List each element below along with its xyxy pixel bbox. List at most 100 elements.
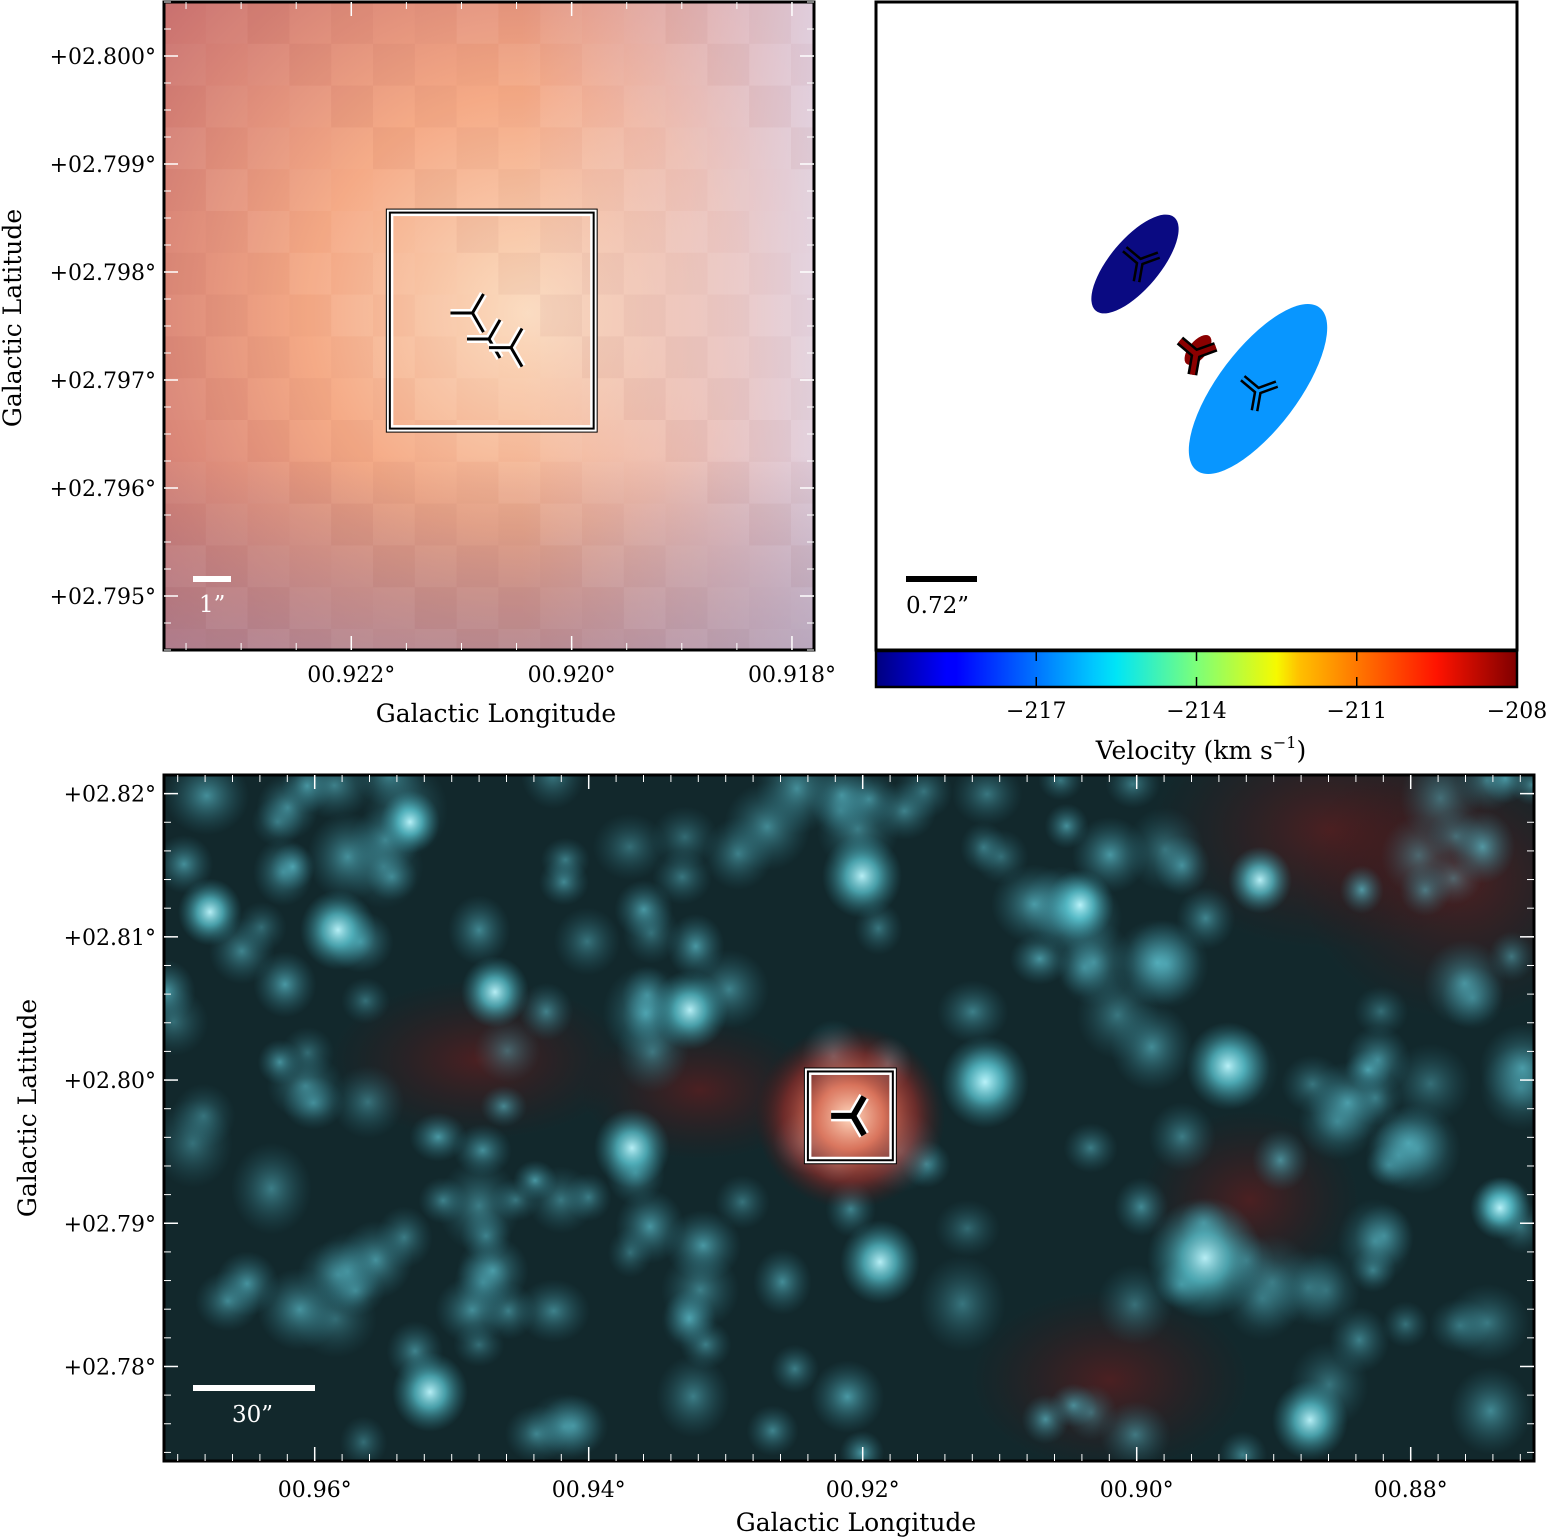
tri-marker-arm [1123,247,1141,264]
pixel-cell [331,127,373,169]
pixel-cell [415,504,457,546]
tri-marker-arm [1178,338,1198,356]
faint-star [1353,985,1409,1037]
pixel-cell [289,587,331,629]
tri-marker-arm [489,346,512,350]
pixel-cell [666,86,708,128]
pixel-cell [248,378,290,420]
pixel-cell [582,462,624,504]
pixel-cell [540,503,582,546]
pixel-cell [582,169,624,211]
faint-star [270,842,316,891]
bottom-frame [162,773,1536,1463]
pixel-cell [665,211,708,253]
pixel-cell [248,295,290,337]
pixel-cell [624,127,666,169]
pixel-cell [707,169,749,211]
bottom-region-box [803,1067,897,1165]
pixel-cell [498,127,540,169]
faint-star [839,1430,885,1461]
pixel-cell [206,253,248,295]
pixel-cell [248,462,290,504]
pixel-cell [373,504,415,546]
faint-star [951,775,1023,826]
tri-marker-arm [1195,344,1217,357]
pixel-cell [457,587,499,629]
faint-star [651,806,719,868]
tri-marker-arm [1189,353,1199,376]
pixel-cell [582,253,624,295]
pixel-cell [540,378,582,420]
pixel-cell [707,378,749,420]
bright-star [941,1035,1029,1129]
pixel-cell [624,44,666,86]
pixel-cell [666,587,708,629]
pixel-cell [289,43,332,86]
pixel-cell [331,378,373,420]
pixel-cell [791,2,833,44]
pixel-cell [749,294,791,337]
pixel-cell [164,253,206,295]
pixel-cell [749,336,791,378]
pixel-cell [623,378,666,420]
pixel-cell [582,211,624,253]
pixel-cell [457,462,499,504]
x-tick-label: 00.96° [278,1478,352,1503]
faint-star [456,1235,529,1306]
pixel-cell [666,378,708,420]
pixel-cell [498,43,541,86]
colorbar-label: Velocity (km s−1) [1095,733,1306,765]
pixel-cell [164,295,206,337]
pixel-cell [623,587,666,629]
pixel-cell [624,295,666,337]
colorbar-ticks: −217 −214 −211 −208 [1006,651,1547,724]
bright-star [1046,869,1114,941]
pixel-cell [791,504,833,546]
pixel-cell [415,462,457,504]
pixel-cell [373,2,415,44]
pixel-cell [582,86,624,128]
pixel-cell [164,127,206,170]
faint-star [339,1415,388,1461]
pixel-cell [666,462,708,504]
pixel-cell [540,211,582,253]
faint-star [1339,865,1384,915]
pixel-cell [498,2,540,44]
faint-star [257,1268,343,1351]
pixel-cell [373,169,415,211]
bright-star [594,1108,670,1188]
x-tick-label: 00.94° [552,1478,626,1503]
faint-star [490,1178,541,1222]
tri-marker-arm [1257,382,1278,393]
pixel-cell [582,2,624,44]
pixel-cell [373,127,415,170]
top-left-image-panel: 00.922° 00.920° 00.918° +02.800° +02.799° +02… [0,0,836,728]
pixel-cell [582,336,624,379]
faint-star [1423,939,1506,1027]
colorbar-label-sup: −1 [1273,733,1297,752]
x-tick-label: 00.922° [307,663,395,688]
faint-star [1449,1366,1532,1455]
x-tick-label: 00.92° [826,1478,900,1503]
x-tick-label: 00.90° [1100,1478,1174,1503]
pixel-cell [540,44,582,86]
pixel-cell [456,629,499,650]
tri-marker [1176,336,1218,376]
pixel-cell [415,211,457,253]
pixel-cell [373,545,415,588]
pixel-cell [373,378,415,420]
pixel-cell [582,44,624,86]
pixel-cell [373,211,415,253]
pixel-cell [373,44,415,86]
pixel-cell [791,378,833,420]
bottom-image-panel: 00.96° 00.94° 00.92° 00.90° 00.88° +02.82° +02… [13,773,1536,1537]
colorbar-tick-label: −211 [1327,699,1387,724]
tri-marker-arm [509,346,524,368]
pixel-cell [749,85,791,128]
pixel-cell [665,420,708,462]
faint-star [1063,1122,1118,1174]
top-left-y-axis-label: Galactic Latitude [0,209,27,427]
faint-star [447,895,511,965]
colorbar-tick-label: −208 [1487,699,1547,724]
pixel-cell [707,420,749,462]
